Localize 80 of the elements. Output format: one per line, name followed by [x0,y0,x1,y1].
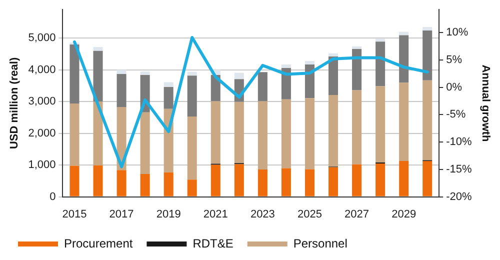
x-tick-label: 2027 [344,208,370,220]
y-tick-label: 2,000 [28,127,56,140]
y2-tick-label: -10% [446,136,472,148]
y-tick-label: 5,000 [28,32,56,44]
bar [258,101,268,170]
x-tick-label: 2023 [250,208,275,220]
bar [281,99,291,168]
y2-tick-label: 0% [446,81,462,94]
bar [187,116,197,180]
bar [399,35,409,83]
legend-label: RDT&E [192,236,234,250]
bar [422,27,432,31]
bar [70,104,80,166]
bar [281,168,291,196]
x-tick-label: 2019 [156,208,181,220]
bar [399,160,409,196]
y-tick-label: 1,000 [28,159,56,172]
bar [93,47,103,51]
bar [281,64,291,68]
bar [352,48,362,90]
y-axis-title: USD million (real) [8,57,21,150]
y-tick-label: 3,000 [28,96,56,108]
bar [376,42,386,86]
bar [116,70,126,74]
y-tick-label: 4,000 [28,64,56,76]
bar [328,53,338,57]
bar [376,86,386,163]
bar [422,160,432,196]
bar [116,74,126,108]
bar [399,82,409,161]
bar [258,170,268,196]
y2-tick-label: -20% [446,190,472,203]
y2-tick-label: 10% [446,26,468,39]
bar [70,44,80,104]
bar [187,72,197,76]
x-tick-label: 2015 [62,208,87,220]
y-tick-label: 0 [50,190,56,203]
bar [210,101,220,164]
bar [328,167,338,196]
bar [328,56,338,95]
bar [328,94,338,167]
bar [187,76,197,117]
x-tick-label: 2021 [203,208,228,220]
y2-tick-label: 5% [446,54,462,66]
bar [70,166,80,196]
y2-tick-label: -5% [446,108,466,121]
x-tick-label: 2029 [392,208,416,220]
bar [164,87,174,109]
bar [376,163,386,196]
bar [234,102,244,164]
bar [304,98,314,170]
bar [304,169,314,196]
bar [210,164,220,196]
bar [422,80,432,160]
bar [140,112,150,174]
bar [352,46,362,49]
bar [399,32,409,36]
bar [352,90,362,164]
bar [422,30,432,80]
bar [164,172,174,196]
bar [304,64,314,98]
bar [258,72,268,102]
legend-label: Procurement [64,236,134,250]
bar [164,82,174,88]
x-tick-label: 2017 [109,208,134,220]
x-tick-label: 2025 [297,208,322,220]
bar [187,180,197,196]
bar [93,165,103,196]
bar [140,71,150,75]
bar [140,174,150,196]
bar [116,170,126,196]
bar [304,61,314,64]
legend-label: Personnel [293,236,348,250]
bar [234,164,244,196]
bar [352,164,362,196]
bar [93,50,103,102]
bar [234,72,244,80]
y2-axis-title: Annual growth [479,64,492,142]
bar [93,102,103,166]
y2-tick-label: -15% [446,163,472,176]
